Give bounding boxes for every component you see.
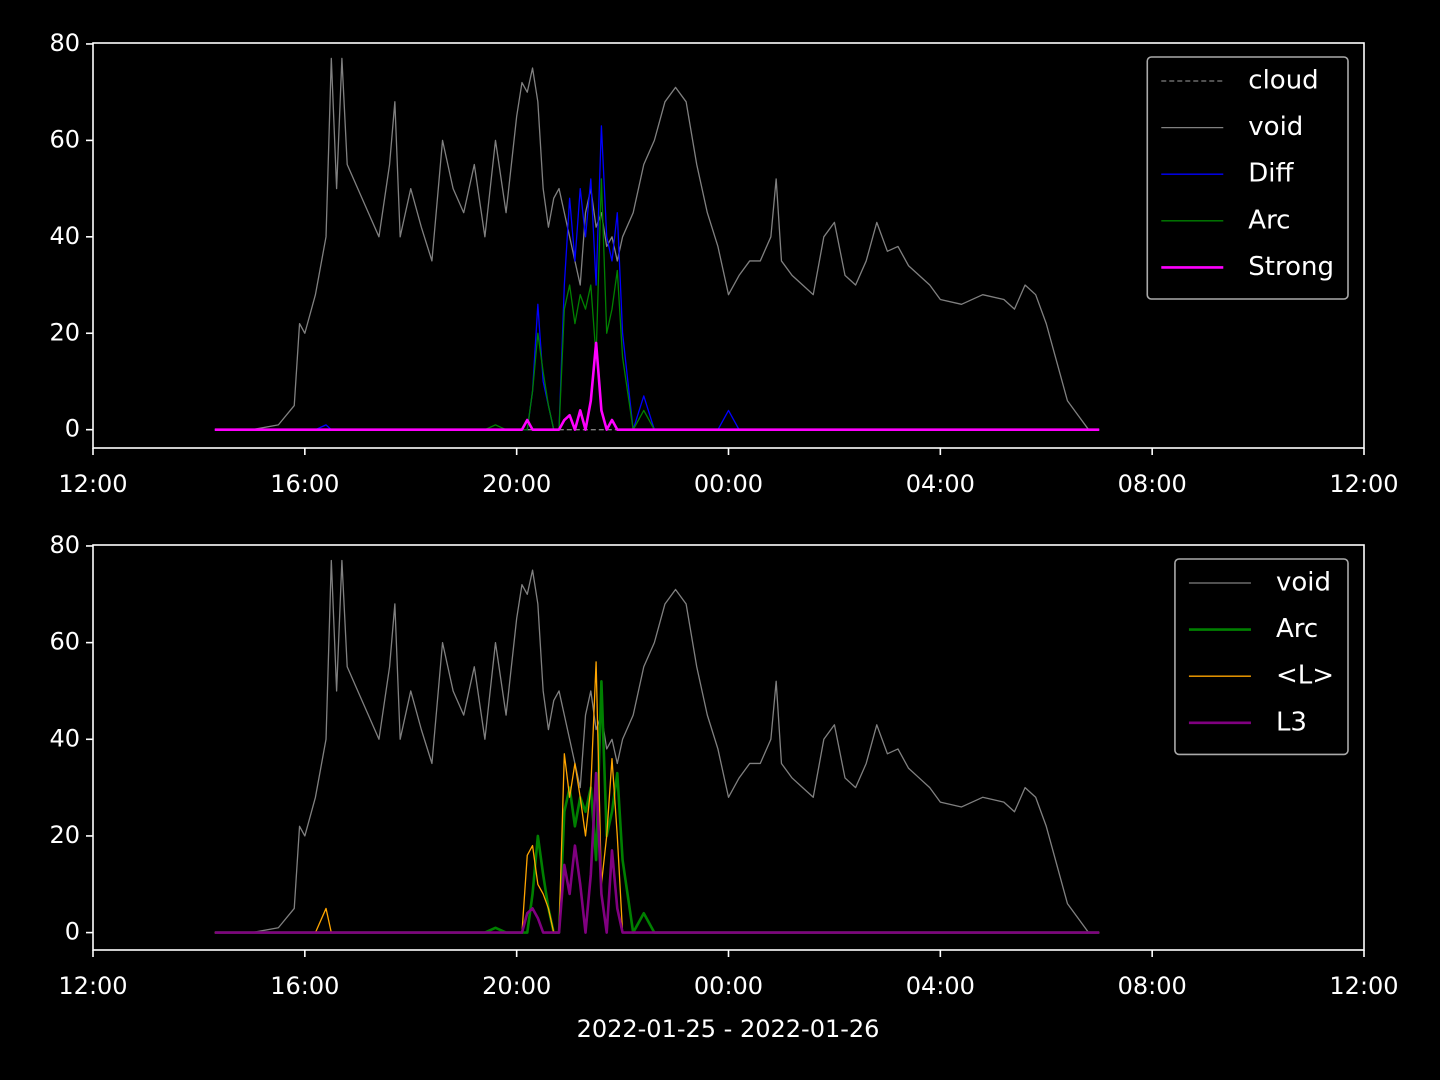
legend-label: Strong — [1248, 252, 1334, 282]
legend-label: L3 — [1276, 707, 1307, 737]
series-line — [214, 559, 1100, 934]
axes-frame — [92, 544, 1365, 951]
y-tick-label: 0 — [65, 918, 80, 946]
y-tick-label: 80 — [49, 531, 80, 559]
x-tick-label: 20:00 — [482, 972, 551, 1000]
legend: void Arc <L> L3 — [1174, 558, 1349, 756]
x-tick-label: 20:00 — [482, 470, 551, 498]
x-axis-label: 2022-01-25 - 2022-01-26 — [577, 1015, 880, 1043]
plot-area — [214, 559, 1100, 934]
legend-label: Arc — [1276, 614, 1318, 644]
x-tick-label: 00:00 — [694, 470, 763, 498]
y-tick-label: 20 — [49, 821, 80, 849]
x-tick-label: 12:00 — [58, 470, 127, 498]
x-tick-label: 16:00 — [270, 470, 339, 498]
y-tick-label: 20 — [49, 318, 80, 346]
y-tick-label: 0 — [65, 415, 80, 443]
series-line — [214, 771, 1100, 934]
x-tick-label: 08:00 — [1118, 470, 1187, 498]
x-tick-label: 12:00 — [58, 972, 127, 1000]
series-line — [214, 57, 1100, 431]
legend-box — [1146, 56, 1349, 300]
series-line — [214, 341, 1100, 431]
y-tick-label: 60 — [49, 628, 80, 656]
legend: cloud void Diff Arc Strong — [1146, 56, 1349, 300]
x-tick-label: 00:00 — [694, 972, 763, 1000]
y-tick-label: 40 — [49, 724, 80, 752]
x-tick-label: 04:00 — [906, 470, 975, 498]
y-tick-label: 80 — [49, 29, 80, 57]
legend-label: Arc — [1248, 205, 1290, 235]
x-tick-label: 04:00 — [906, 972, 975, 1000]
plot-area — [214, 57, 1100, 431]
legend-label: void — [1276, 568, 1331, 598]
axes-frame — [92, 42, 1365, 449]
legend-label: Diff — [1248, 159, 1294, 189]
x-tick-label: 16:00 — [270, 972, 339, 1000]
x-tick-label: 08:00 — [1118, 972, 1187, 1000]
x-tick-label: 12:00 — [1329, 972, 1398, 1000]
x-tick-label: 12:00 — [1329, 470, 1398, 498]
legend-label: cloud — [1248, 66, 1318, 96]
legend-label: <L> — [1276, 661, 1334, 691]
y-tick-label: 40 — [49, 222, 80, 250]
legend-label: void — [1248, 112, 1303, 142]
legend-box — [1174, 558, 1349, 756]
y-tick-label: 60 — [49, 125, 80, 153]
